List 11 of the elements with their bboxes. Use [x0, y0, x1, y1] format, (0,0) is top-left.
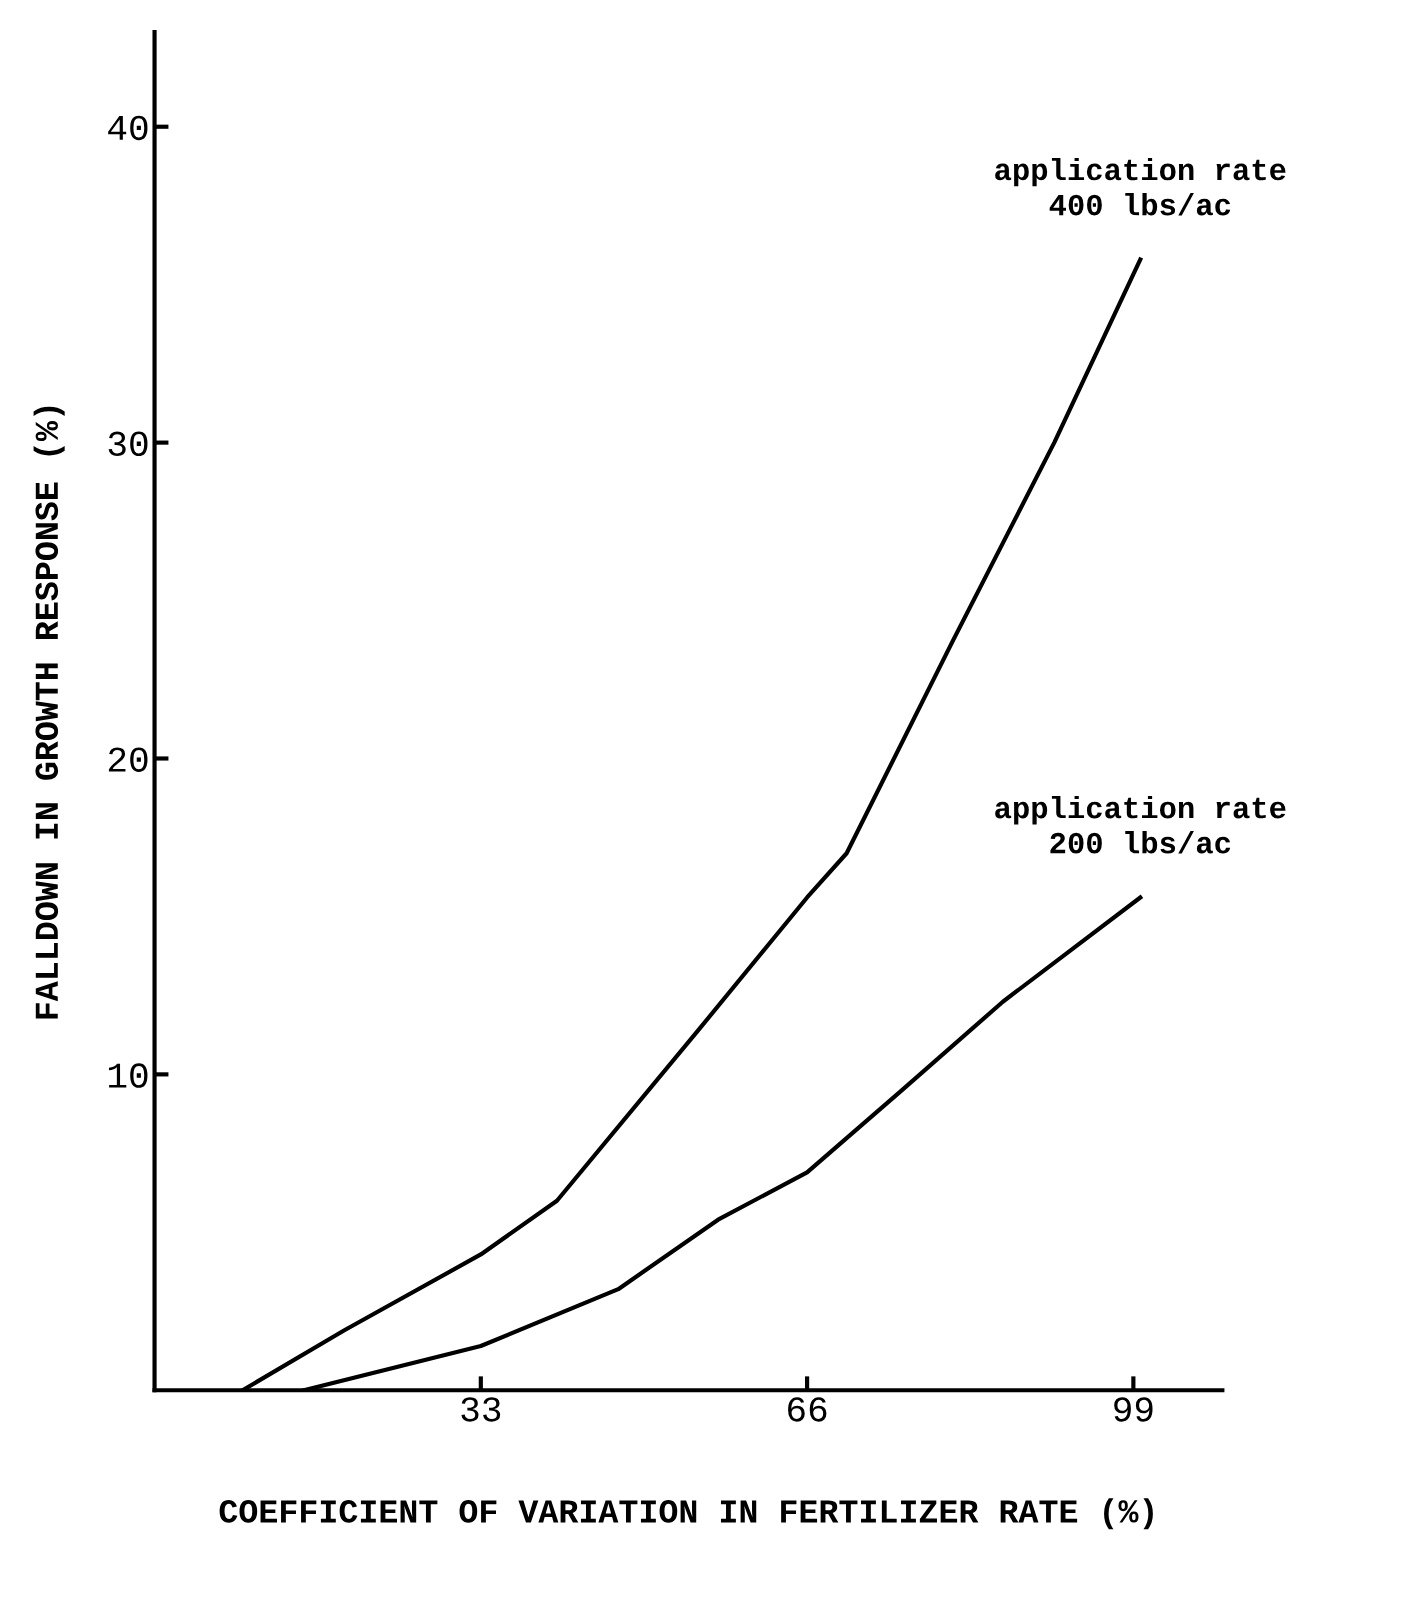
text: application rate 400 lbs/ac [995, 157, 1286, 216]
y-tick-label: 40 [108, 115, 148, 141]
y-tick-label: 30 [108, 431, 148, 457]
text: application rate 200 lbs/ac [995, 795, 1286, 854]
x-tick-label: 66 [788, 1397, 827, 1422]
x-tick-label: 99 [1114, 1397, 1153, 1422]
x-tick-label: 33 [461, 1397, 501, 1422]
y-tick-label: 10 [108, 1063, 148, 1088]
y-tick-label: 20 [108, 747, 148, 772]
y-axis-title: FALLDOWN IN GROWTH RESPONSE (%) [33, 406, 65, 1019]
x-axis-title: COEFFICIENT OF VARIATION IN FERTILIZER RATE (%) [219, 1498, 1153, 1530]
